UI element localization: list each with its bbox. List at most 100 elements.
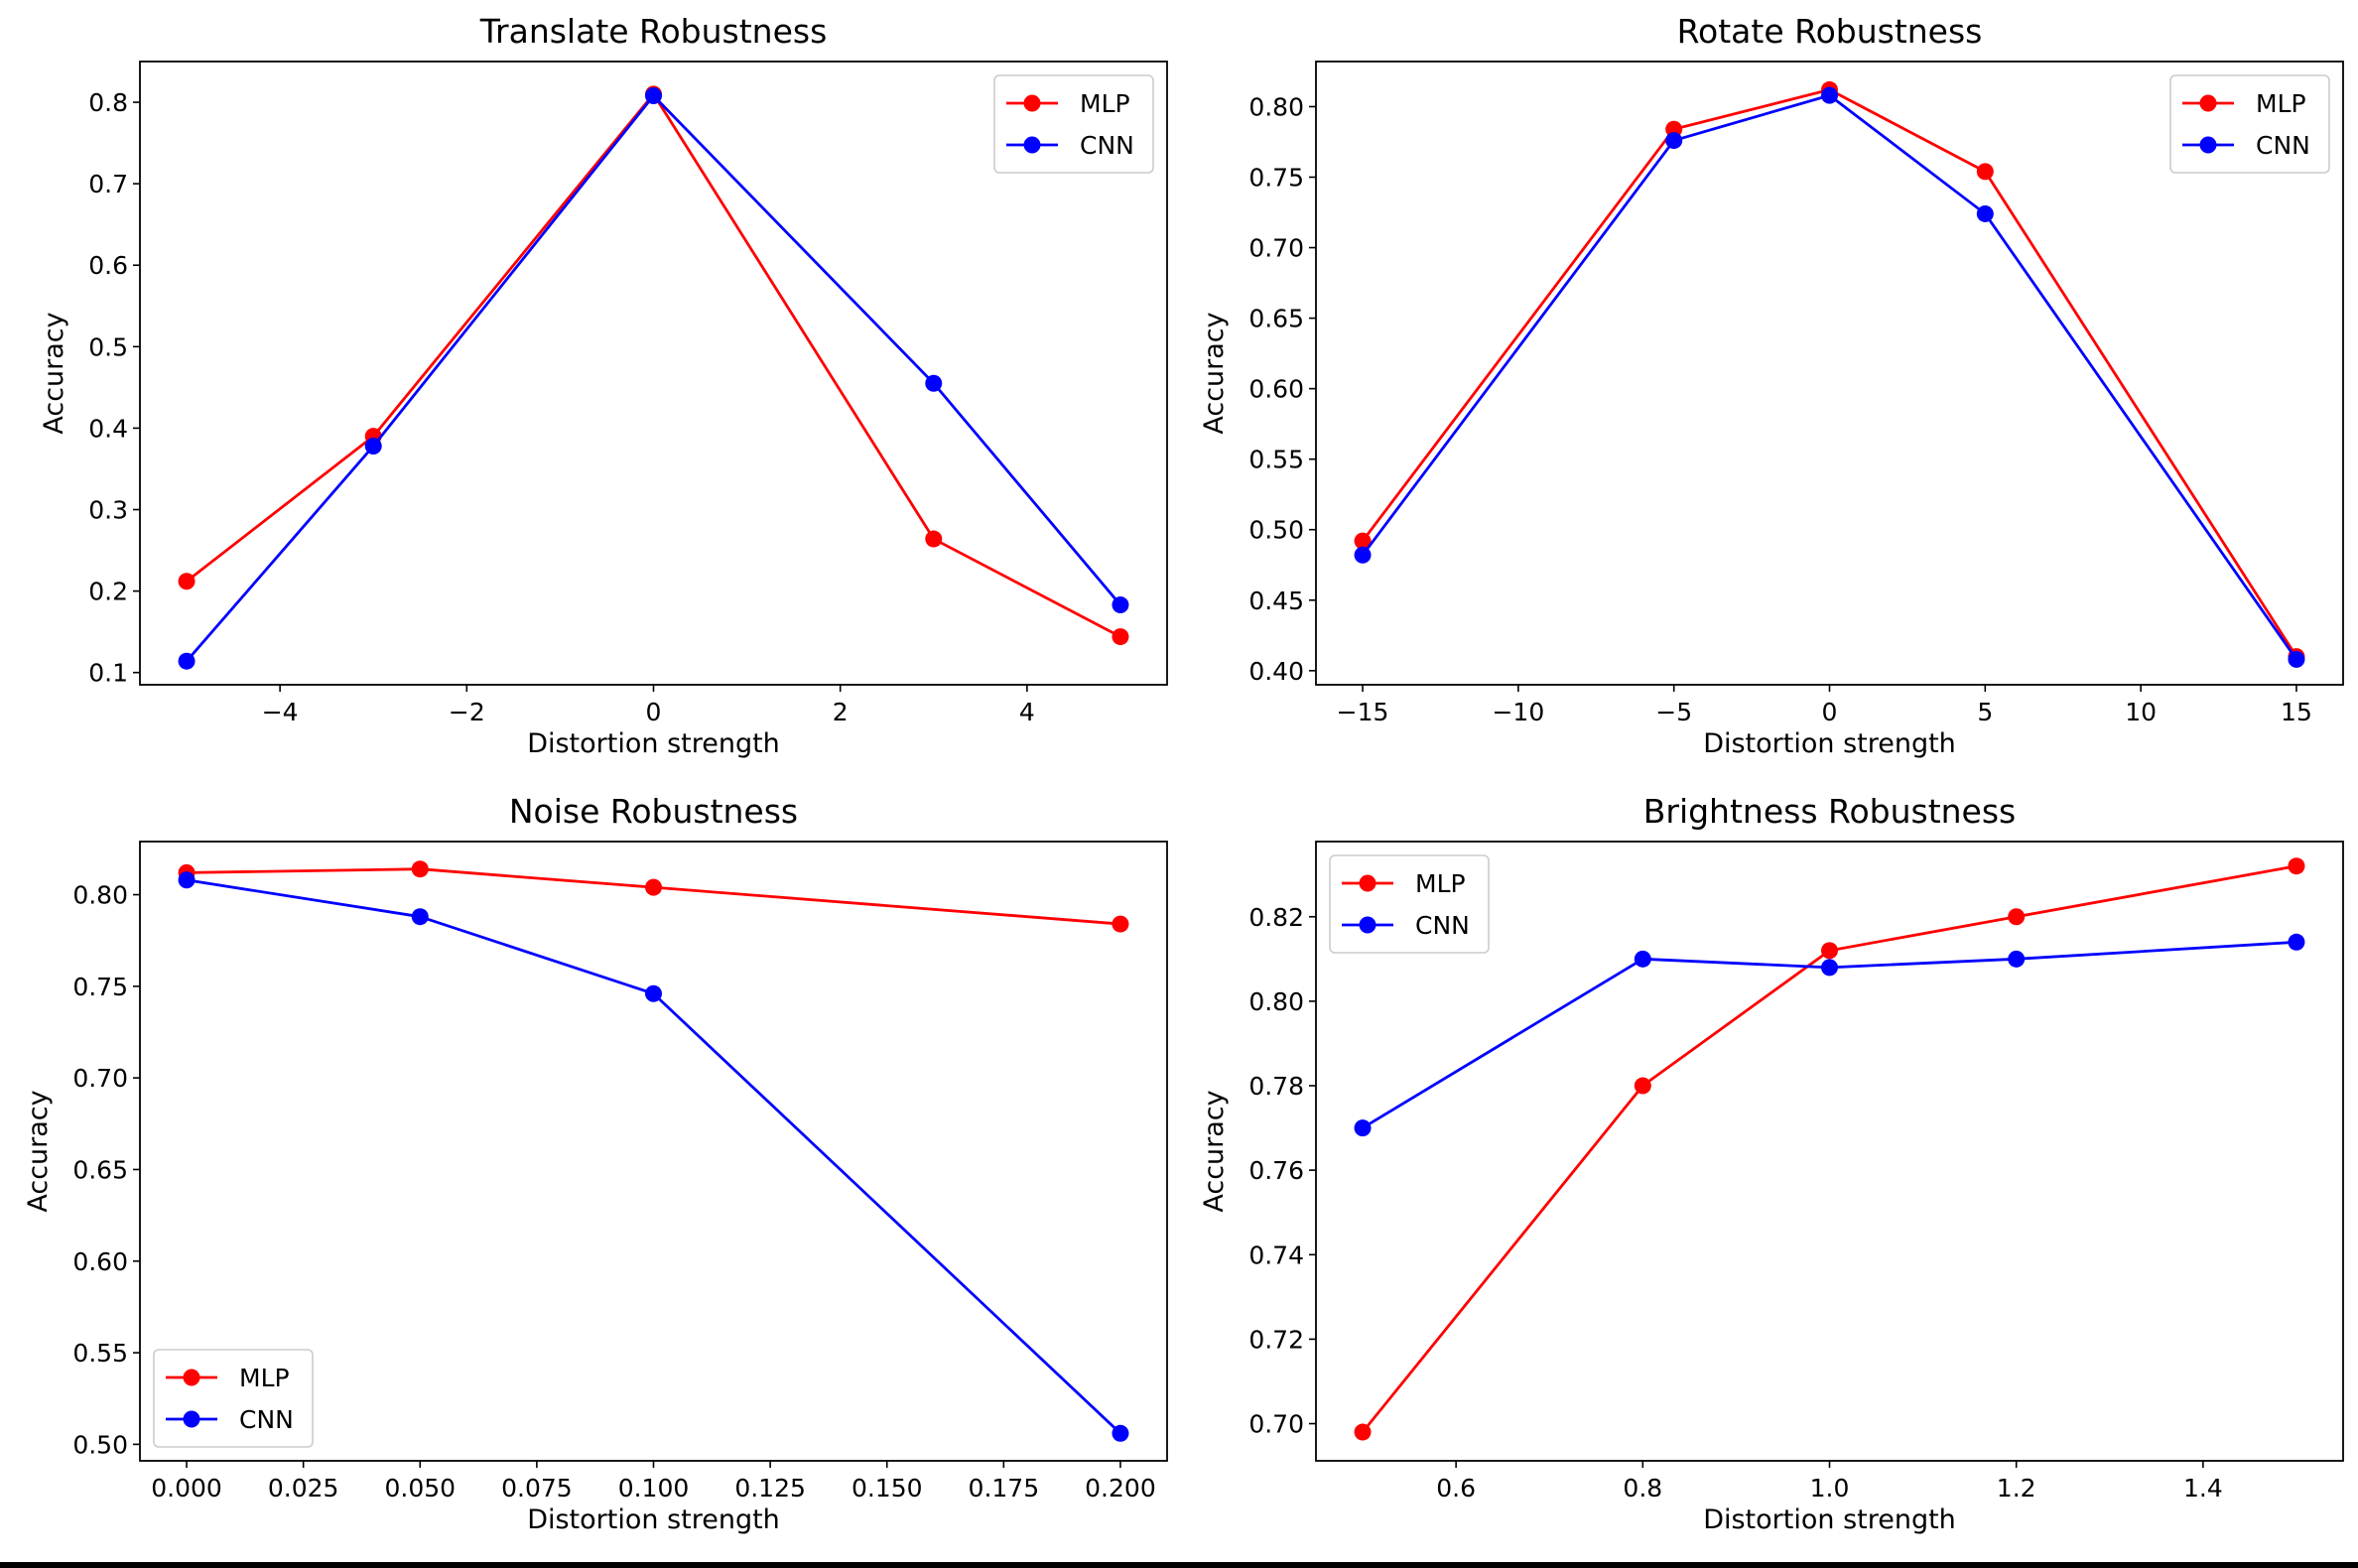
series-line-mlp (187, 867, 1121, 926)
y-tick-label: 0.55 (72, 1339, 128, 1368)
legend-swatch-marker (1023, 94, 1041, 112)
x-tick-label: 0.200 (1085, 1474, 1156, 1503)
data-point-mlp (1354, 532, 1372, 550)
legend-entry-mlp: MLP (239, 1364, 290, 1392)
data-point-cnn (411, 908, 429, 926)
data-point-cnn (178, 871, 196, 889)
legend-entry-mlp: MLP (1415, 869, 1466, 898)
y-tick-label: 0.76 (1248, 1156, 1304, 1185)
y-tick-label: 0.65 (72, 1155, 128, 1184)
y-axis-label: Accuracy (23, 1090, 54, 1212)
y-tick-label: 0.8 (88, 88, 128, 117)
y-tick-label: 0.6 (88, 251, 128, 280)
data-point-cnn (1821, 86, 1838, 104)
data-point-mlp (1821, 942, 1838, 960)
data-point-cnn (1112, 1424, 1129, 1442)
legend-swatch-marker (2199, 136, 2217, 154)
legend-entry-cnn: CNN (1415, 911, 1470, 940)
data-point-mlp (1112, 628, 1129, 646)
data-point-cnn (925, 374, 943, 392)
x-tick-label: 2 (833, 698, 849, 726)
data-point-mlp (1112, 915, 1129, 933)
x-tick-label: −10 (1492, 698, 1544, 726)
data-point-cnn (1354, 1119, 1372, 1137)
x-tick-label: 0 (646, 698, 662, 726)
data-point-cnn (1112, 596, 1129, 614)
series-line-cnn (186, 878, 1121, 1435)
data-point-cnn (2008, 950, 2026, 968)
y-tick-label: 0.5 (88, 332, 128, 361)
y-tick-label: 0.72 (1248, 1325, 1304, 1354)
chart-panel-2: Noise Robustness 0.000 0.025 0.050 0.075 0.10… (23, 792, 1168, 1535)
data-point-cnn (1354, 546, 1372, 564)
data-point-cnn (1665, 132, 1683, 150)
legend-swatch-marker (2199, 94, 2217, 112)
data-point-cnn (1634, 950, 1651, 968)
y-tick-label: 0.2 (88, 578, 128, 606)
x-tick-label: 0.000 (151, 1474, 222, 1503)
axes-frame (139, 841, 1168, 1462)
legend-swatch-marker (1359, 874, 1376, 892)
y-tick-label: 0.60 (1248, 375, 1304, 404)
y-tick-label: 0.3 (88, 496, 128, 525)
x-tick-label: 0.125 (734, 1474, 806, 1503)
data-point-cnn (364, 437, 382, 455)
y-tick-label: 0.60 (72, 1247, 128, 1276)
legend-entry-cnn: CNN (1080, 131, 1134, 160)
data-point-cnn (178, 652, 196, 670)
y-tick-label: 0.80 (1248, 987, 1304, 1016)
axes-frame (1315, 841, 2344, 1462)
x-tick-label: −2 (449, 698, 485, 726)
y-tick-label: 0.74 (1248, 1241, 1304, 1269)
x-tick-label: 1.4 (2183, 1474, 2223, 1503)
x-tick-label: 0.6 (1436, 1474, 1476, 1503)
x-tick-label: 0 (1822, 698, 1838, 726)
chart-title: Noise Robustness (509, 792, 798, 831)
x-tick-label: 0.100 (618, 1474, 690, 1503)
data-point-cnn (645, 86, 662, 104)
y-tick-label: 0.78 (1248, 1072, 1304, 1101)
y-tick-label: 0.70 (1248, 1410, 1304, 1439)
x-tick-label: 0.075 (501, 1474, 573, 1503)
data-point-mlp (411, 860, 429, 878)
data-point-mlp (925, 530, 943, 548)
x-tick-label: 1.2 (1997, 1474, 2036, 1503)
y-tick-label: 0.50 (1248, 516, 1304, 545)
chart-panel-0: Translate Robustness −4 −2 0 2 4 0.1 0.2 0.3 0.4 0… (39, 12, 1168, 759)
y-axis-label: Accuracy (1199, 312, 1230, 434)
data-point-cnn (1821, 959, 1838, 977)
data-point-cnn (645, 984, 662, 1002)
y-tick-label: 0.4 (88, 414, 128, 443)
chart-panel-1: Rotate Robustness −15 −10 −5 0 5 10 15 0.40 0.45 0… (1199, 12, 2344, 759)
data-point-mlp (178, 573, 196, 590)
axes-frame (1315, 61, 2344, 686)
data-point-mlp (2288, 857, 2305, 875)
y-tick-label: 0.80 (1248, 92, 1304, 121)
data-point-mlp (1354, 1423, 1372, 1441)
chart-panel-3: Brightness Robustness 0.6 0.8 1.0 1.2 1.4 0.70… (1199, 792, 2344, 1535)
x-tick-label: −5 (1655, 698, 1692, 726)
legend-entry-mlp: MLP (2256, 89, 2306, 118)
legend-swatch-marker (1359, 916, 1376, 934)
data-point-cnn (1976, 204, 1994, 222)
legend: MLP CNN (153, 1349, 314, 1448)
y-tick-label: 0.82 (1248, 903, 1304, 932)
y-tick-label: 0.7 (88, 170, 128, 198)
x-axis-label: Distortion strength (1703, 1504, 1956, 1535)
bottom-edge-line (0, 1562, 2358, 1568)
chart-title: Rotate Robustness (1677, 12, 1983, 51)
x-tick-label: 0.8 (1623, 1474, 1662, 1503)
x-axis-label: Distortion strength (527, 1504, 780, 1535)
legend-entry-cnn: CNN (239, 1405, 294, 1434)
x-tick-label: 1.0 (1810, 1474, 1850, 1503)
y-tick-label: 0.1 (88, 659, 128, 688)
data-point-mlp (1976, 163, 1994, 181)
x-tick-label: 0.150 (852, 1474, 923, 1503)
x-tick-label: 0.175 (969, 1474, 1040, 1503)
x-axis-label: Distortion strength (1703, 728, 1956, 759)
x-tick-label: 15 (2281, 698, 2312, 726)
axes-frame (139, 61, 1168, 686)
x-tick-label: 0.050 (384, 1474, 456, 1503)
y-tick-label: 0.55 (1248, 446, 1304, 474)
y-tick-label: 0.65 (1248, 305, 1304, 333)
